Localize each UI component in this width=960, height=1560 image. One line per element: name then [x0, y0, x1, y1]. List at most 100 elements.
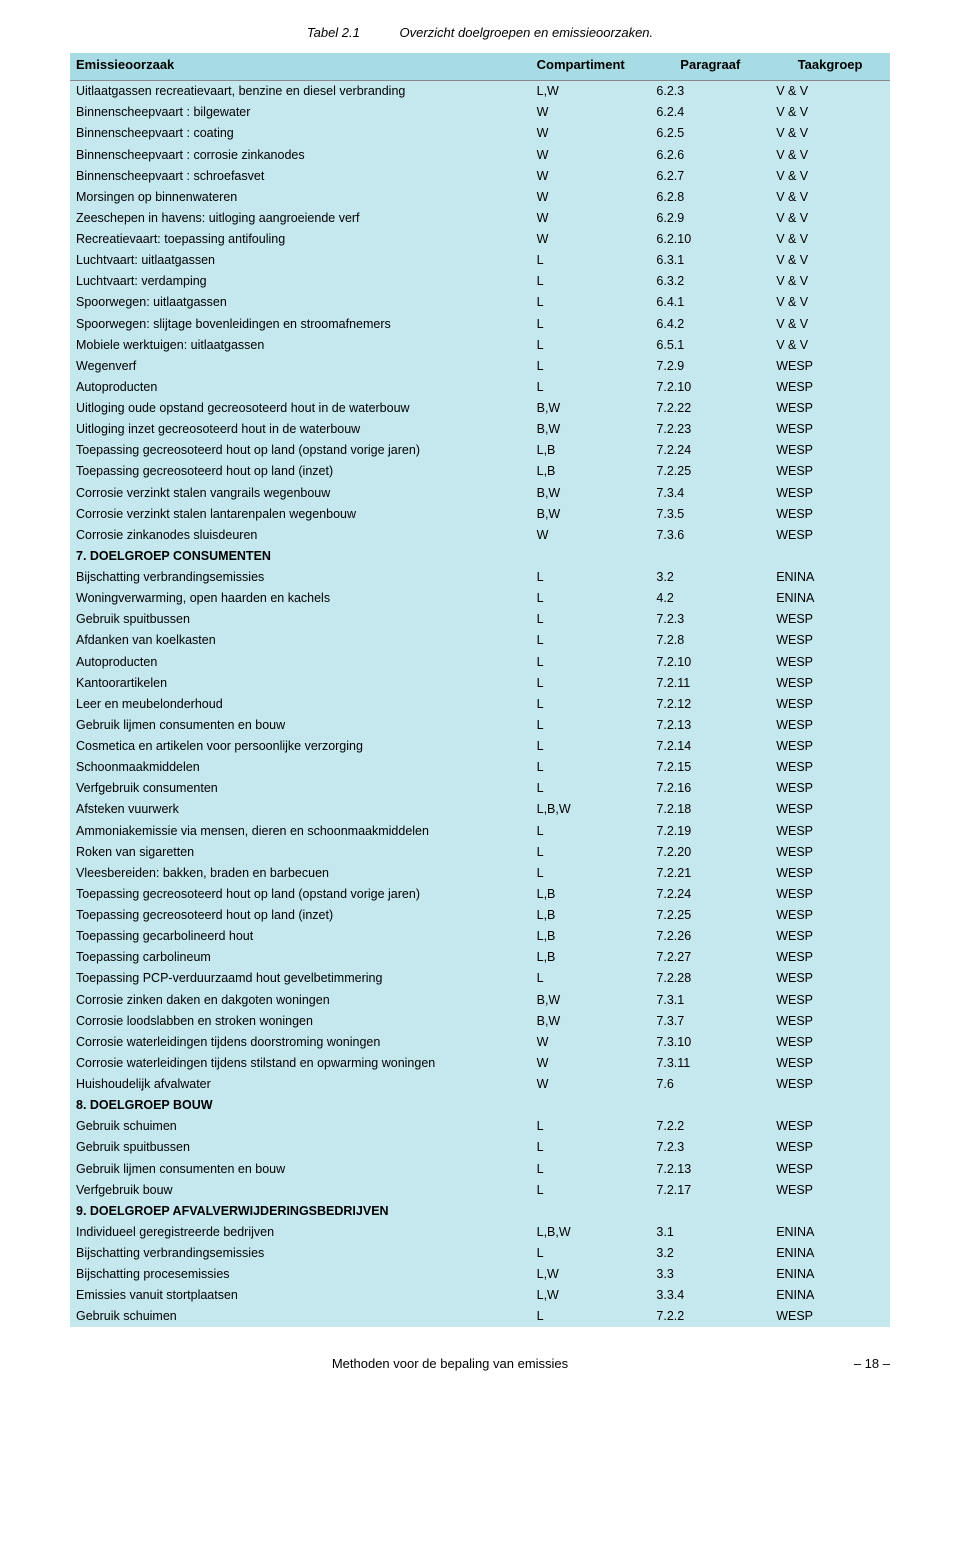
cell-task: ENINA [770, 1264, 890, 1285]
cell-cause: Recreatievaart: toepassing antifouling [70, 229, 531, 250]
cell-cause: Roken van sigaretten [70, 841, 531, 862]
table-row: Binnenscheepvaart : corrosie zinkanodesW… [70, 144, 890, 165]
table-header-row: Emissieoorzaak Compartiment Paragraaf Ta… [70, 53, 890, 80]
cell-para: 7.3.10 [650, 1031, 770, 1052]
cell-task: V & V [770, 144, 890, 165]
cell-comp: L,W [531, 1285, 651, 1306]
cell-task: WESP [770, 883, 890, 904]
table-row: Corrosie loodslabben en stroken woningen… [70, 1010, 890, 1031]
cell-para: 7.2.24 [650, 440, 770, 461]
cell-comp: W [531, 1074, 651, 1095]
table-caption: Tabel 2.1 Overzicht doelgroepen en emiss… [70, 24, 890, 43]
cell-cause: Gebruik schuimen [70, 1116, 531, 1137]
cell-task: V & V [770, 102, 890, 123]
cell-cause: Morsingen op binnenwateren [70, 186, 531, 207]
table-row: Roken van sigarettenL7.2.20WESP [70, 841, 890, 862]
table-row: Luchtvaart: verdampingL6.3.2V & V [70, 271, 890, 292]
cell-cause: Ammoniakemissie via mensen, dieren en sc… [70, 820, 531, 841]
table-row: Uitlaatgassen recreatievaart, benzine en… [70, 80, 890, 102]
col-header-paragraph: Paragraaf [650, 53, 770, 80]
table-row: Corrosie waterleidingen tijdens stilstan… [70, 1052, 890, 1073]
cell-para: 7.3.7 [650, 1010, 770, 1031]
cell-cause: Gebruik lijmen consumenten en bouw [70, 1158, 531, 1179]
cell-cause: Uitlaatgassen recreatievaart, benzine en… [70, 80, 531, 102]
cell-comp: L [531, 736, 651, 757]
cell-cause: Afsteken vuurwerk [70, 799, 531, 820]
cell-cause: Uitloging oude opstand gecreosoteerd hou… [70, 398, 531, 419]
cell-task: WESP [770, 1306, 890, 1327]
cell-comp: L [531, 567, 651, 588]
table-row: Gebruik lijmen consumenten en bouwL7.2.1… [70, 1158, 890, 1179]
table-row: Spoorwegen: slijtage bovenleidingen en s… [70, 313, 890, 334]
table-section-row: 7. DOELGROEP CONSUMENTEN [70, 545, 890, 566]
cell-para: 7.2.11 [650, 672, 770, 693]
cell-para: 7.2.13 [650, 1158, 770, 1179]
cell-comp: W [531, 186, 651, 207]
cell-task: V & V [770, 229, 890, 250]
cell-para: 7.2.25 [650, 461, 770, 482]
cell-para: 7.2.12 [650, 693, 770, 714]
cell-para: 6.2.6 [650, 144, 770, 165]
cell-para: 6.3.2 [650, 271, 770, 292]
cell-para: 7.2.28 [650, 968, 770, 989]
cell-comp: W [531, 1031, 651, 1052]
cell-comp: L [531, 334, 651, 355]
cell-cause: Verfgebruik consumenten [70, 778, 531, 799]
table-row: Vleesbereiden: bakken, braden en barbecu… [70, 862, 890, 883]
table-row: Verfgebruik bouwL7.2.17WESP [70, 1179, 890, 1200]
table-section-row: 8. DOELGROEP BOUW [70, 1095, 890, 1116]
cell-para: 7.3.6 [650, 524, 770, 545]
cell-task: ENINA [770, 1243, 890, 1264]
cell-cause: Binnenscheepvaart : bilgewater [70, 102, 531, 123]
cell-comp: W [531, 229, 651, 250]
cell-cause: Luchtvaart: uitlaatgassen [70, 250, 531, 271]
cell-para: 7.2.23 [650, 419, 770, 440]
cell-cause: Bijschatting verbrandingsemissies [70, 1243, 531, 1264]
table-row: Huishoudelijk afvalwaterW7.6WESP [70, 1074, 890, 1095]
cell-comp: L [531, 1116, 651, 1137]
cell-task: WESP [770, 609, 890, 630]
col-header-cause: Emissieoorzaak [70, 53, 531, 80]
cell-task: WESP [770, 1179, 890, 1200]
table-row: Gebruik spuitbussenL7.2.3WESP [70, 609, 890, 630]
table-row: Gebruik schuimenL7.2.2WESP [70, 1306, 890, 1327]
table-row: Individueel geregistreerde bedrijvenL,B,… [70, 1221, 890, 1242]
table-row: Cosmetica en artikelen voor persoonlijke… [70, 736, 890, 757]
cell-task: ENINA [770, 567, 890, 588]
cell-cause: Binnenscheepvaart : coating [70, 123, 531, 144]
cell-para: 6.2.10 [650, 229, 770, 250]
cell-para: 7.2.22 [650, 398, 770, 419]
cell-task: WESP [770, 778, 890, 799]
cell-para: 6.2.5 [650, 123, 770, 144]
cell-task: WESP [770, 419, 890, 440]
cell-comp: B,W [531, 398, 651, 419]
table-row: Uitloging inzet gecreosoteerd hout in de… [70, 419, 890, 440]
cell-para: 6.2.3 [650, 80, 770, 102]
cell-para: 6.2.4 [650, 102, 770, 123]
cell-para: 7.3.11 [650, 1052, 770, 1073]
cell-para: 7.3.5 [650, 503, 770, 524]
cell-cause: Corrosie verzinkt stalen vangrails wegen… [70, 482, 531, 503]
cell-task: ENINA [770, 588, 890, 609]
table-row: Toepassing gecreosoteerd hout op land (o… [70, 883, 890, 904]
cell-comp: L,W [531, 80, 651, 102]
table-row: Recreatievaart: toepassing antifoulingW6… [70, 229, 890, 250]
cell-comp: L,B,W [531, 1221, 651, 1242]
table-row: Leer en meubelonderhoudL7.2.12WESP [70, 693, 890, 714]
cell-task: WESP [770, 841, 890, 862]
cell-comp: L [531, 588, 651, 609]
table-row: KantoorartikelenL7.2.11WESP [70, 672, 890, 693]
emissions-table: Emissieoorzaak Compartiment Paragraaf Ta… [70, 53, 890, 1327]
cell-comp: L,B [531, 461, 651, 482]
table-row: Emissies vanuit stortplaatsenL,W3.3.4ENI… [70, 1285, 890, 1306]
cell-comp: B,W [531, 419, 651, 440]
cell-task: WESP [770, 799, 890, 820]
cell-task: ENINA [770, 1285, 890, 1306]
cell-comp: L [531, 355, 651, 376]
cell-comp: L [531, 651, 651, 672]
page: Tabel 2.1 Overzicht doelgroepen en emiss… [0, 0, 960, 1414]
cell-cause: Kantoorartikelen [70, 672, 531, 693]
cell-cause: Gebruik spuitbussen [70, 609, 531, 630]
cell-cause: Afdanken van koelkasten [70, 630, 531, 651]
cell-cause: Toepassing PCP-verduurzaamd hout gevelbe… [70, 968, 531, 989]
